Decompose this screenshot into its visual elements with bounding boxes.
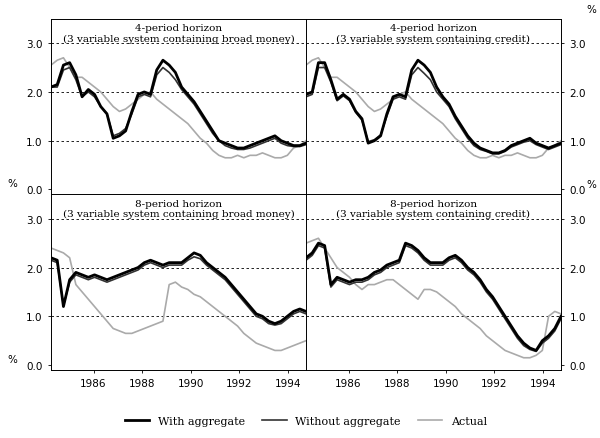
Text: 4-period horizon
(3 variable system containing credit): 4-period horizon (3 variable system cont… bbox=[337, 24, 530, 44]
Text: 4-period horizon
(3 variable system containing broad money): 4-period horizon (3 variable system cont… bbox=[62, 24, 295, 44]
Text: 8-period horizon
(3 variable system containing broad money): 8-period horizon (3 variable system cont… bbox=[62, 199, 295, 219]
Legend: With aggregate, Without aggregate, Actual: With aggregate, Without aggregate, Actua… bbox=[121, 411, 491, 430]
Text: %: % bbox=[587, 5, 596, 15]
Text: %: % bbox=[7, 354, 17, 364]
Text: %: % bbox=[7, 179, 17, 189]
Text: %: % bbox=[587, 180, 596, 190]
Text: 8-period horizon
(3 variable system containing credit): 8-period horizon (3 variable system cont… bbox=[337, 199, 530, 219]
